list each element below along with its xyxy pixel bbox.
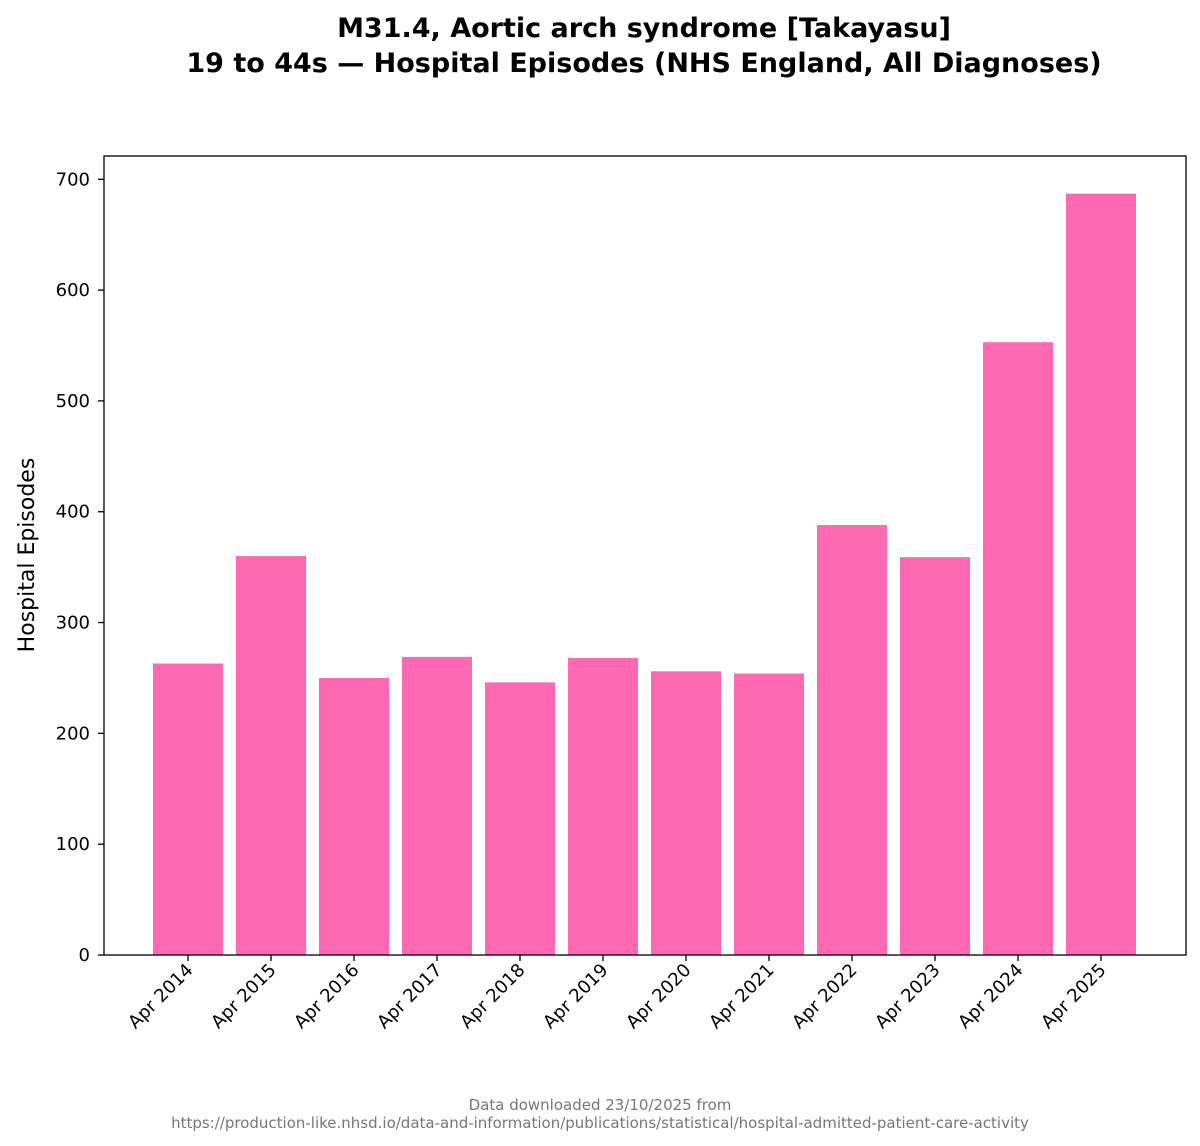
- footer-line2: https://production-like.nhsd.io/data-and…: [171, 1114, 1029, 1132]
- bars-group: [153, 193, 1136, 955]
- bar-apr-2015: [236, 556, 306, 955]
- x-tick-label: Apr 2020: [622, 960, 695, 1033]
- x-tick-label: Apr 2018: [456, 960, 529, 1033]
- bar-apr-2019: [568, 658, 638, 955]
- bar-apr-2022: [817, 525, 887, 955]
- bar-apr-2020: [651, 671, 721, 955]
- y-tick-label: 500: [56, 391, 90, 412]
- footer-line1: Data downloaded 23/10/2025 from: [469, 1096, 732, 1114]
- bar-apr-2016: [319, 677, 389, 955]
- chart-title-line2: 19 to 44s — Hospital Episodes (NHS Engla…: [186, 48, 1101, 79]
- y-tick-label: 300: [56, 613, 90, 634]
- bar-apr-2014: [153, 663, 223, 955]
- y-tick-label: 400: [56, 502, 90, 523]
- y-tick-label: 600: [56, 280, 90, 301]
- y-tick-label: 700: [56, 169, 90, 190]
- x-tick-label: Apr 2021: [705, 960, 778, 1033]
- x-tick-label: Apr 2017: [373, 960, 446, 1033]
- bar-apr-2021: [734, 673, 804, 955]
- y-tick-label: 200: [56, 723, 90, 744]
- plot-frame: [103, 155, 1187, 956]
- chart-title-line1: M31.4, Aortic arch syndrome [Takayasu]: [337, 13, 951, 44]
- y-tick-label: 0: [79, 945, 90, 966]
- bar-apr-2023: [900, 557, 970, 955]
- x-tick-label: Apr 2023: [871, 960, 944, 1033]
- bar-apr-2017: [402, 656, 472, 955]
- bar-apr-2025: [1066, 193, 1136, 955]
- x-tick-label: Apr 2024: [954, 960, 1027, 1033]
- y-axis: 0 100 200 300 400 500 600 700: [56, 169, 104, 966]
- y-tick-label: 100: [56, 834, 90, 855]
- y-axis-label: Hospital Episodes: [15, 458, 40, 653]
- x-tick-label: Apr 2022: [788, 960, 861, 1033]
- x-tick-label: Apr 2019: [539, 960, 612, 1033]
- x-tick-label: Apr 2015: [207, 960, 280, 1033]
- x-tick-label: Apr 2014: [124, 960, 197, 1033]
- x-tick-label: Apr 2016: [290, 960, 363, 1033]
- bar-apr-2024: [983, 342, 1053, 955]
- bar-apr-2018: [485, 682, 555, 955]
- x-axis: Apr 2014 Apr 2015 Apr 2016 Apr 2017 Apr 2018…: [124, 955, 1111, 1033]
- x-tick-label: Apr 2025: [1037, 960, 1110, 1033]
